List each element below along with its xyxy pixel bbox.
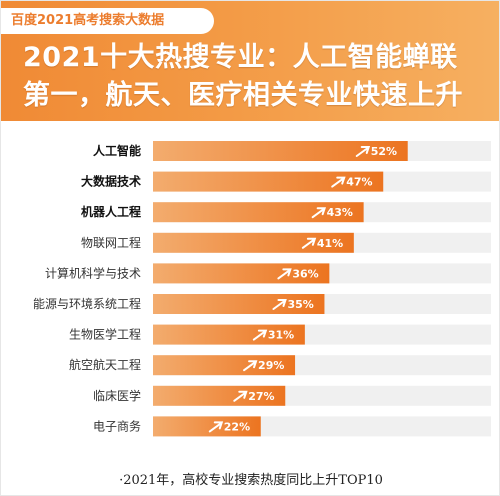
category-label: 人工智能 xyxy=(93,143,141,158)
trend-up-icon xyxy=(277,268,292,280)
category-label: 机器人工程 xyxy=(81,204,141,219)
value-label: 35% xyxy=(287,298,313,311)
trend-up-icon xyxy=(331,176,346,188)
source-badge: 百度2021高考搜索大数据 xyxy=(1,8,214,34)
category-label: 临床医学 xyxy=(93,388,141,403)
value-label: 29% xyxy=(258,359,284,372)
value-label: 43% xyxy=(327,206,353,219)
category-label: 能源与环境系统工程 xyxy=(33,296,141,311)
bar xyxy=(153,202,364,223)
category-label: 物联网工程 xyxy=(81,235,141,250)
bar xyxy=(153,355,296,376)
bar-chart: 人工智能 52% 大数据技术 47% 机器人工程 43% 物联网工程 41% 计算机科学与技术 3… xyxy=(33,141,491,437)
value-label: 52% xyxy=(371,145,397,158)
bar xyxy=(153,385,286,406)
category-label: 生物医学工程 xyxy=(69,327,141,342)
value-label: 36% xyxy=(292,267,318,280)
value-label: 22% xyxy=(224,420,250,433)
bar xyxy=(153,141,408,161)
trend-up-icon xyxy=(272,299,287,310)
category-label: 计算机科学与技术 xyxy=(45,265,141,280)
headline-line-2: 第一，航天、医疗相关专业快速上升 xyxy=(23,80,463,111)
category-label: 电子商务 xyxy=(93,418,141,433)
trend-up-icon xyxy=(243,360,258,372)
trend-up-icon xyxy=(311,207,327,219)
category-label: 航空航天工程 xyxy=(69,357,141,372)
chart-footnote: ·2021年，高校专业搜索热度同比上升TOP10 xyxy=(119,473,383,488)
value-label: 47% xyxy=(346,176,372,189)
value-label: 31% xyxy=(268,329,294,342)
trend-up-icon xyxy=(355,146,371,157)
trend-up-icon xyxy=(252,329,268,341)
value-label: 41% xyxy=(317,237,343,250)
trend-up-icon xyxy=(301,237,317,249)
bar xyxy=(153,171,384,192)
headline-line-1: 2021十大热搜专业：人工智能蝉联 xyxy=(23,42,458,73)
bar xyxy=(153,416,261,437)
trend-up-icon xyxy=(233,390,248,402)
value-label: 27% xyxy=(248,390,274,403)
category-label: 大数据技术 xyxy=(81,174,141,189)
header-banner: 百度2021高考搜索大数据 2021十大热搜专业：人工智能蝉联 第一，航天、医疗… xyxy=(1,1,499,121)
trend-up-icon xyxy=(208,421,224,433)
